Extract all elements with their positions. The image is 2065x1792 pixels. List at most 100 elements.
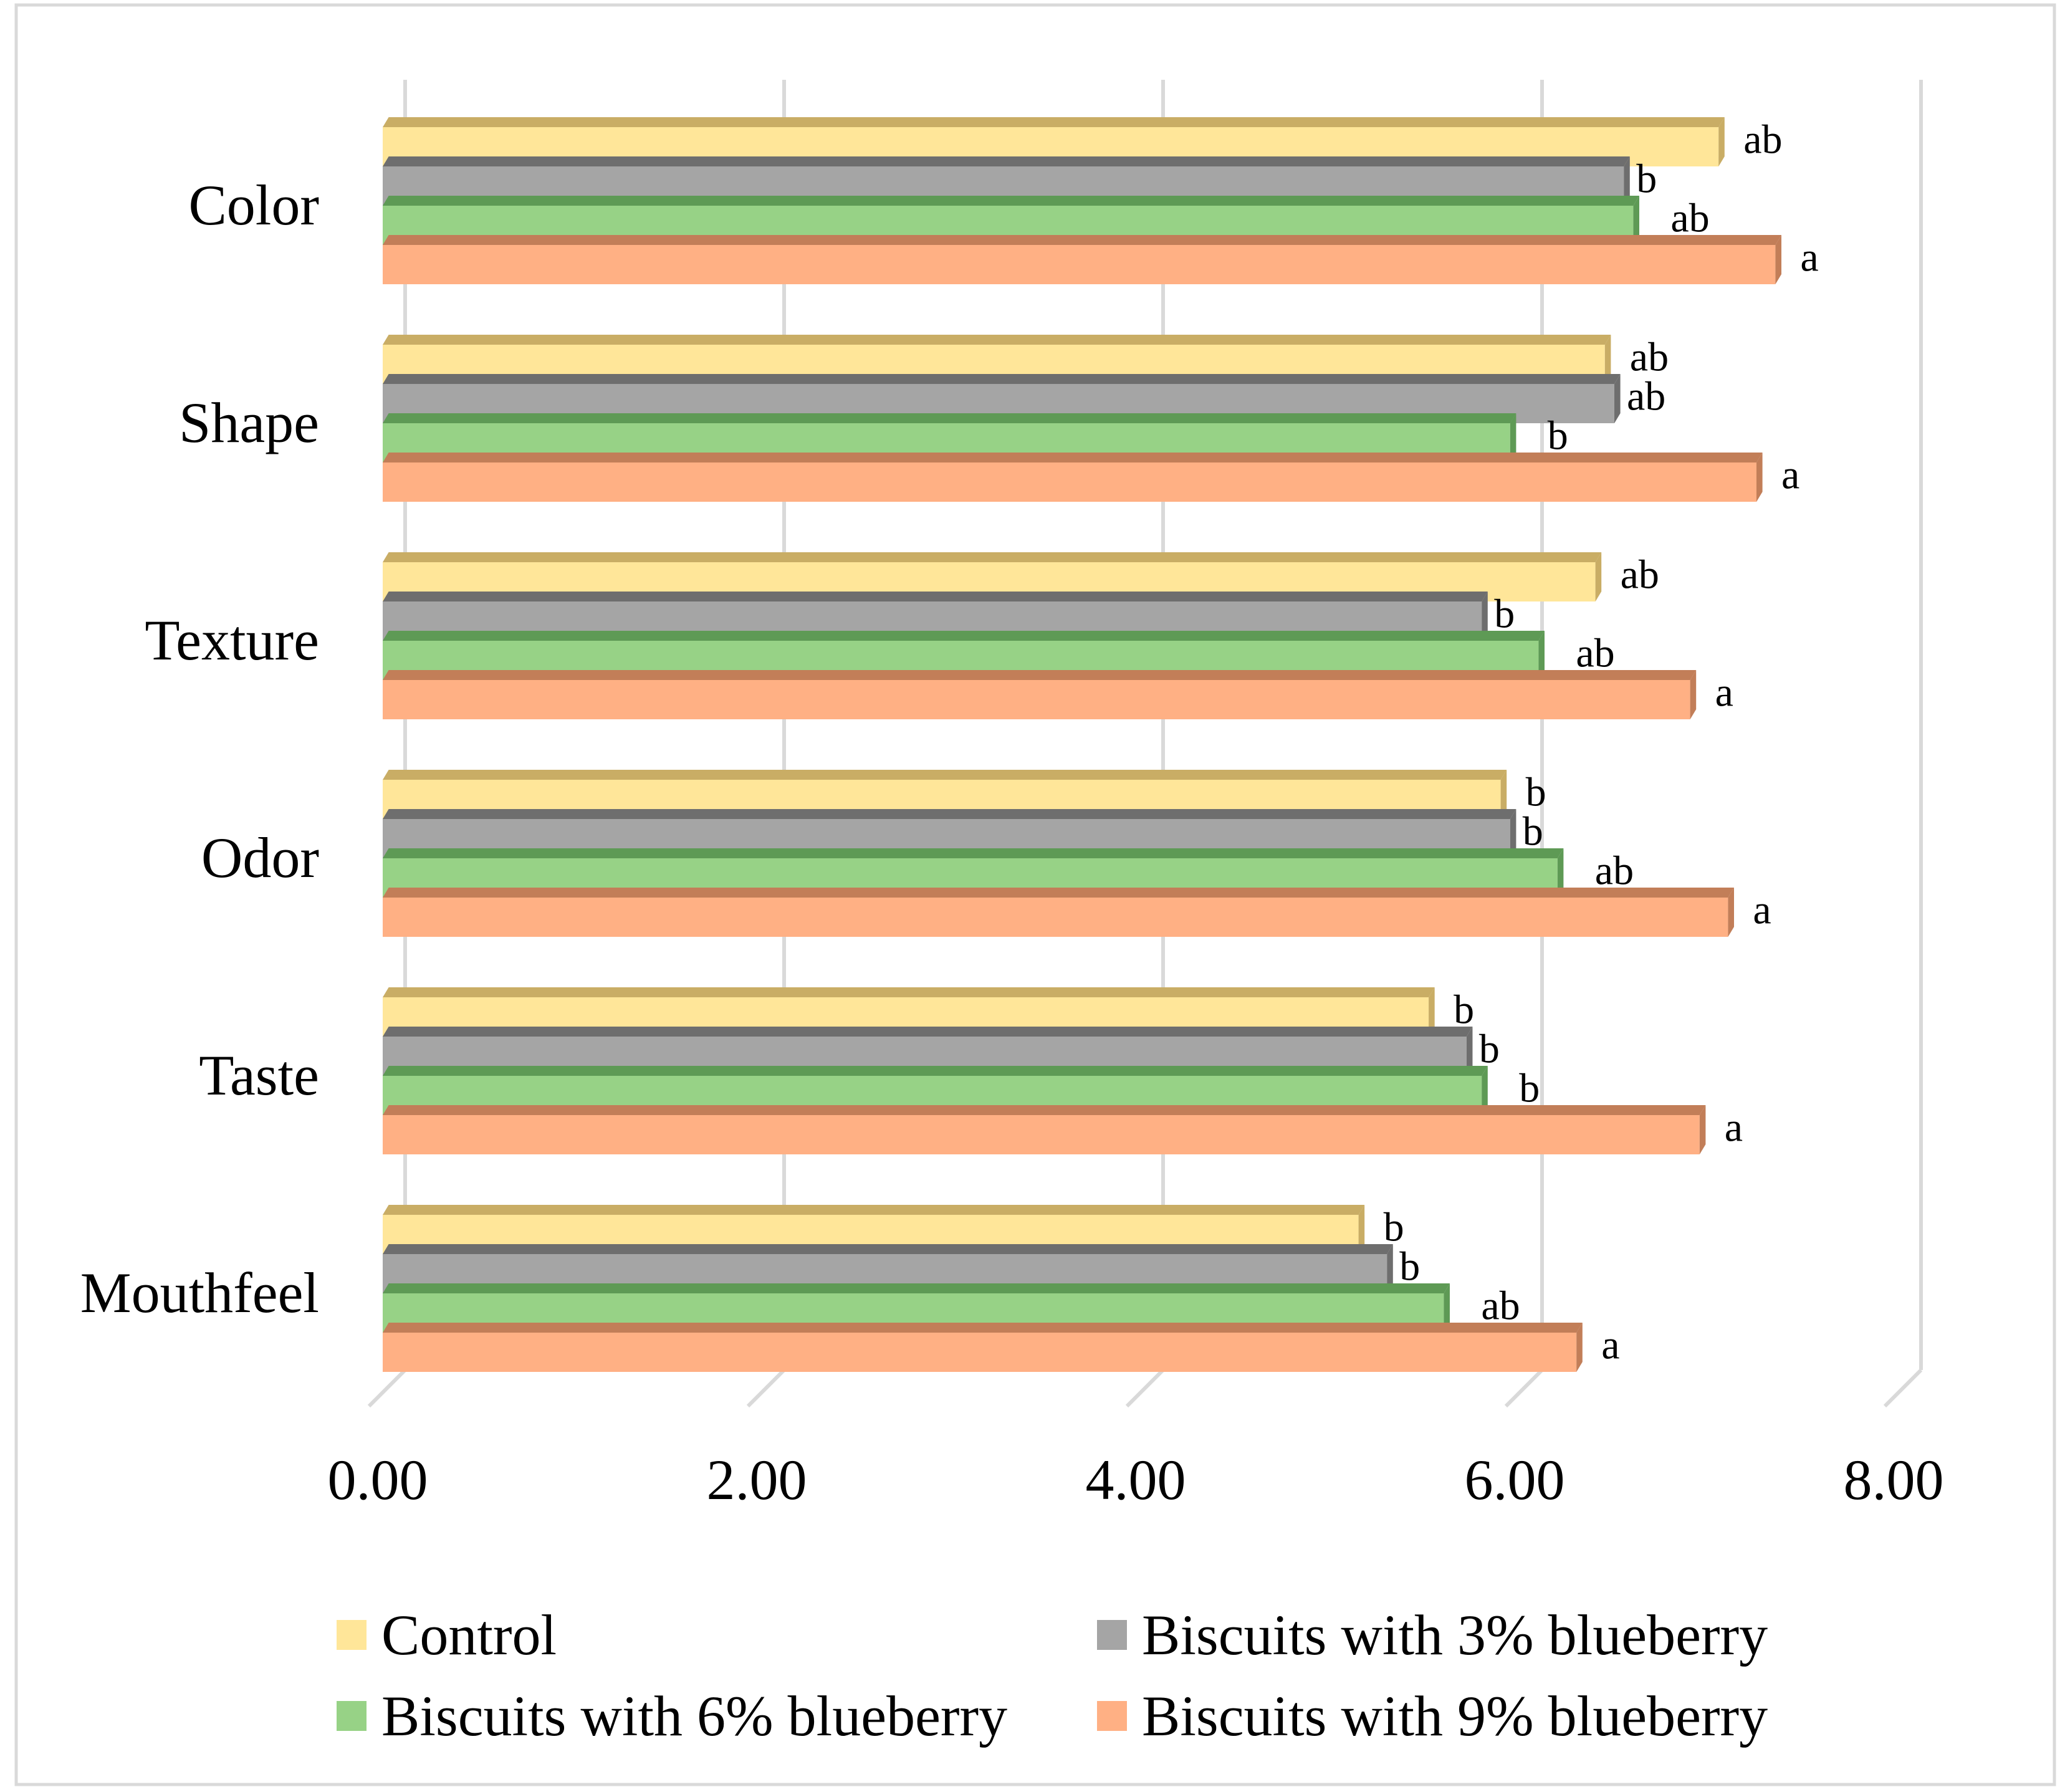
- gridline-floor: [1883, 1368, 1923, 1408]
- data-label: b: [1384, 1205, 1404, 1250]
- gridline-floor: [367, 1368, 407, 1408]
- bar-side-face: [1633, 196, 1639, 245]
- data-label: b: [1636, 156, 1657, 202]
- bar-top-face: [383, 987, 1435, 997]
- gridline-floor: [1504, 1368, 1544, 1408]
- data-label: b: [1519, 1066, 1540, 1111]
- data-label: b: [1494, 592, 1515, 637]
- bar: [383, 245, 1776, 284]
- bar-top-face: [383, 552, 1602, 562]
- bar-top-face: [383, 888, 1734, 898]
- x-tick-label: 4.00: [1086, 1448, 1186, 1512]
- bar-side-face: [1690, 670, 1697, 719]
- bar-side-face: [1358, 1205, 1365, 1254]
- bar-top-face: [383, 809, 1516, 819]
- bar-side-face: [1538, 631, 1545, 680]
- bar-top-face: [383, 374, 1621, 384]
- bar-side-face: [1756, 453, 1763, 502]
- bar-top-face: [383, 1066, 1488, 1076]
- legend-label-control: Control: [381, 1603, 557, 1667]
- category-label: Odor: [201, 826, 319, 889]
- bar-top-face: [383, 592, 1488, 601]
- legend-label-9pct: Biscuits with 9% blueberry: [1142, 1684, 1768, 1748]
- legend-swatch-3pct-icon: [1097, 1620, 1127, 1650]
- bar-side-face: [1466, 1027, 1473, 1076]
- data-label: ab: [1627, 374, 1665, 419]
- data-label: a: [1601, 1323, 1619, 1368]
- x-tick-label: 8.00: [1844, 1448, 1944, 1512]
- bar: [383, 898, 1728, 937]
- bar-top-face: [383, 1283, 1450, 1293]
- bar-side-face: [1482, 592, 1488, 641]
- data-label: ab: [1576, 631, 1614, 676]
- bar-top-face: [383, 1105, 1706, 1115]
- bar-side-face: [1728, 888, 1734, 937]
- legend-item-6pct: Biscuits with 6% blueberry: [337, 1683, 1007, 1749]
- legend-label-3pct: Biscuits with 3% blueberry: [1142, 1603, 1768, 1667]
- legend: Control Biscuits with 3% blueberry Biscu…: [337, 1602, 1895, 1764]
- bar-top-face: [383, 156, 1630, 166]
- x-tick-label: 6.00: [1465, 1448, 1565, 1512]
- bar-top-face: [383, 453, 1763, 462]
- bar-top-face: [383, 335, 1611, 345]
- value-axis: 0.00 2.00 4.00 6.00 8.00: [328, 1448, 1944, 1512]
- bar-top-face: [383, 770, 1507, 780]
- category-label: Mouthfeel: [80, 1261, 319, 1325]
- legend-item-control: Control: [337, 1602, 557, 1668]
- bar-side-face: [1624, 156, 1630, 206]
- data-label: b: [1479, 1027, 1500, 1072]
- bar-side-face: [1699, 1105, 1706, 1154]
- bar-top-face: [383, 413, 1516, 423]
- bar-side-face: [1557, 848, 1564, 898]
- bar-side-face: [1387, 1244, 1393, 1293]
- x-tick-label: 2.00: [707, 1448, 807, 1512]
- legend-item-9pct: Biscuits with 9% blueberry: [1097, 1683, 1768, 1749]
- category-axis: Color Shape Texture Odor Taste Mouthfeel: [80, 173, 319, 1325]
- data-label: ab: [1595, 848, 1634, 894]
- bar-top-face: [383, 1027, 1473, 1037]
- data-label: b: [1523, 809, 1543, 855]
- legend-label-6pct: Biscuits with 6% blueberry: [381, 1684, 1008, 1748]
- bar-top-face: [383, 670, 1697, 680]
- data-label: a: [1800, 235, 1818, 280]
- bar: [383, 462, 1756, 502]
- bar-top-face: [383, 1205, 1365, 1215]
- gridline-floor: [746, 1368, 786, 1408]
- bars: [383, 117, 1781, 1372]
- bar-side-face: [1604, 335, 1611, 384]
- data-label: b: [1454, 987, 1474, 1033]
- data-label: ab: [1481, 1283, 1520, 1329]
- data-label: a: [1725, 1105, 1743, 1151]
- data-label: a: [1753, 888, 1771, 933]
- legend-swatch-9pct-icon: [1097, 1701, 1127, 1731]
- data-label: b: [1399, 1244, 1420, 1290]
- bar-top-face: [383, 235, 1781, 245]
- bar-side-face: [1576, 1323, 1583, 1372]
- legend-swatch-control-icon: [337, 1620, 367, 1650]
- bar-side-face: [1595, 552, 1602, 601]
- bar-side-face: [1444, 1283, 1450, 1333]
- bar-top-face: [383, 631, 1545, 641]
- legend-swatch-6pct-icon: [337, 1701, 367, 1731]
- bar-side-face: [1429, 987, 1435, 1037]
- category-label: Shape: [179, 391, 319, 454]
- data-label: ab: [1743, 117, 1782, 163]
- bar-side-face: [1510, 809, 1516, 858]
- data-label: ab: [1621, 552, 1659, 598]
- bar-side-face: [1718, 117, 1725, 166]
- bar-top-face: [383, 117, 1725, 127]
- data-label: a: [1715, 670, 1733, 716]
- bar-side-face: [1482, 1066, 1488, 1115]
- bar-side-face: [1500, 770, 1507, 819]
- bar-side-face: [1510, 413, 1516, 462]
- bar: [383, 680, 1690, 719]
- data-label: b: [1526, 770, 1546, 815]
- data-label: a: [1781, 453, 1799, 498]
- data-label: b: [1548, 413, 1568, 459]
- category-label: Taste: [199, 1043, 319, 1107]
- bar-top-face: [383, 196, 1639, 206]
- gridlines: [367, 80, 1923, 1408]
